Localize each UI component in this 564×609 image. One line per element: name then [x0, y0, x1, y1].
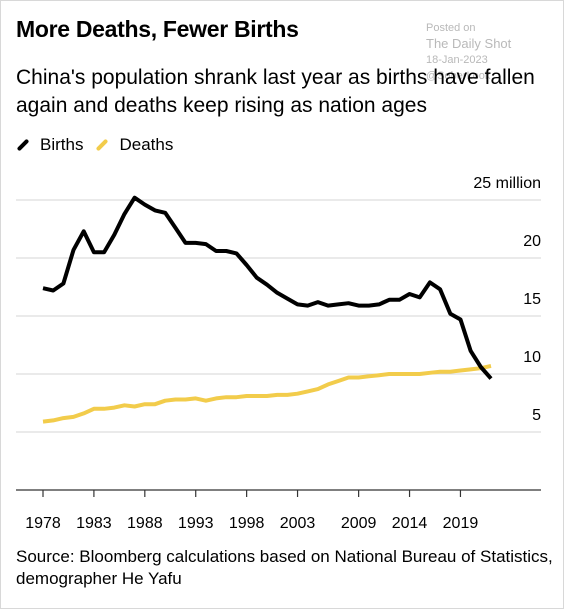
- x-tick-label: 1998: [229, 515, 265, 532]
- watermark-line-handle: @SoberLook: [426, 70, 491, 82]
- legend-label-births: Births: [40, 135, 84, 154]
- chart-source: Source: Bloomberg calculations based on …: [16, 547, 553, 588]
- legend-item-births: Births: [16, 135, 83, 155]
- y-tick-label: 10: [523, 349, 541, 366]
- legend-item-deaths: Deaths: [95, 135, 173, 155]
- x-tick-label: 1983: [76, 515, 112, 532]
- series-line-deaths: [42, 363, 492, 424]
- watermark-line-posted: Posted on: [426, 22, 476, 34]
- x-tick-label: 1993: [178, 515, 214, 532]
- x-tick-label: 1978: [25, 515, 61, 532]
- series-line-births: [42, 195, 493, 380]
- x-tick-label: 2003: [280, 515, 316, 532]
- chart-subtitle: China's population shrank last year as b…: [16, 66, 535, 117]
- y-tick-label: 5: [532, 407, 541, 424]
- y-tick-label: 20: [523, 233, 541, 250]
- x-tick-label: 2019: [443, 515, 479, 532]
- x-tick-label: 2009: [341, 515, 377, 532]
- y-tick-label: 15: [523, 291, 541, 308]
- chart-title: More Deaths, Fewer Births: [16, 16, 299, 42]
- y-tick-label: 25 million: [473, 175, 541, 192]
- chart-legend: Births Deaths: [16, 135, 185, 155]
- watermark: Posted on The Daily Shot 18-Jan-2023 @So…: [426, 20, 546, 84]
- watermark-line-source: The Daily Shot: [426, 36, 512, 51]
- x-tick-label: 1988: [127, 515, 163, 532]
- x-tick-label: 2014: [392, 515, 428, 532]
- legend-label-deaths: Deaths: [119, 135, 174, 154]
- watermark-line-date: 18-Jan-2023: [426, 54, 488, 66]
